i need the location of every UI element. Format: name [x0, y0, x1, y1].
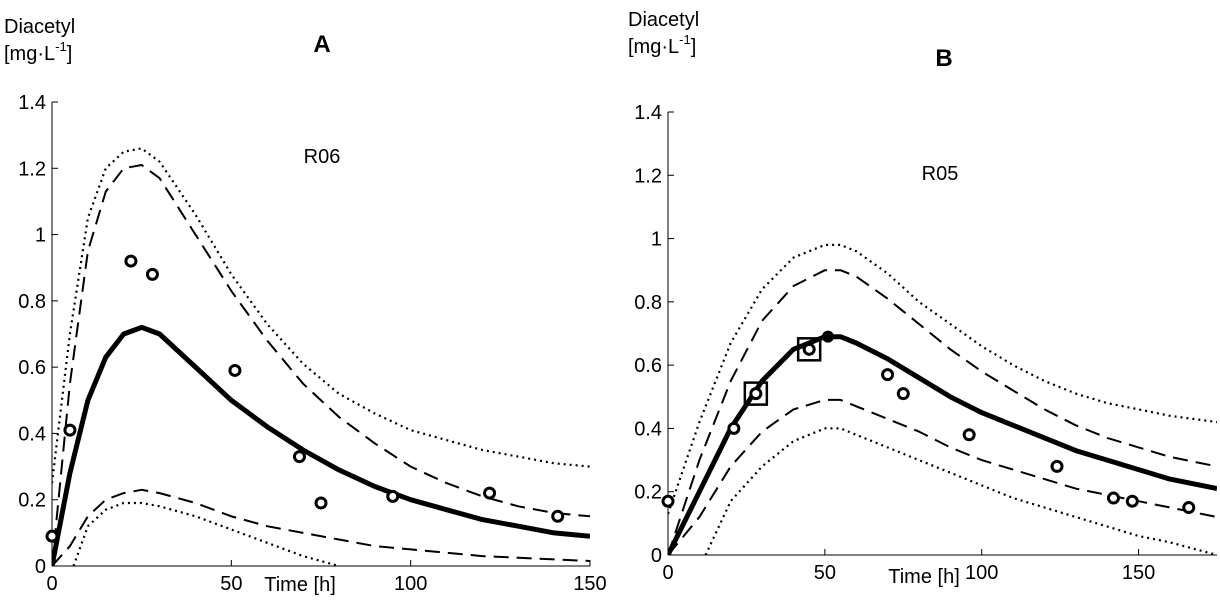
- panel-b-x-tick-label: 150: [1122, 562, 1155, 584]
- panel-a-y-tick-label: 0.2: [18, 490, 46, 512]
- panel-a-data-point: [45, 529, 59, 543]
- panel-a-x-tick-label: 0: [46, 573, 57, 595]
- panel-b-highlight-square: [796, 337, 822, 362]
- panel-b-y-tick-label: 0.8: [634, 292, 662, 314]
- panel-b-dotted-curve: [668, 243, 1217, 515]
- panel-b-y-tick-label: 1.4: [634, 102, 662, 124]
- panel-b-data-point: [1106, 491, 1120, 505]
- panel-a-plot-area: 0 0.2 0.4 0.6 0.8 1 1.2 1.4 0 50 100 150: [18, 92, 607, 595]
- panel-a-xlabel: Time [h]: [264, 574, 336, 596]
- panel-b-ylabel-close: ]: [691, 36, 697, 58]
- panel-a-y-tick-label: 1.2: [18, 158, 46, 180]
- panel-a-data-point: [314, 496, 328, 510]
- panel-a-dotted-curve: [52, 147, 590, 484]
- panel-a-x-tick-label: 50: [220, 573, 242, 595]
- panel-a: Diacetyl [mg·L-1] A R06 Time [h] 0 0.2 0.4…: [4, 16, 607, 596]
- panel-a-y-tick-label: 0.8: [18, 291, 46, 313]
- panel-a-y-tick-label: 1: [35, 225, 46, 247]
- panel-a-y-tick-label: 0.6: [18, 357, 46, 379]
- panel-b-data-point: [1050, 459, 1064, 473]
- panel-a-ylabel-line2: [mg·L-1]: [4, 39, 72, 65]
- panel-b-x-tick-label: 50: [814, 562, 836, 584]
- panel-a-dashed-curve: [52, 164, 590, 566]
- panel-b-ylabel-unit: [mg·L: [628, 36, 679, 58]
- panel-a-ylabel-close: ]: [67, 43, 73, 65]
- panel-b-data-point: [1182, 501, 1196, 515]
- panel-b-solid-curve: [668, 334, 1217, 555]
- panel-b-letter: B: [935, 45, 952, 72]
- panel-a-y-tick-label: 0: [35, 556, 46, 578]
- panel-b-run-label: R05: [922, 163, 959, 185]
- panel-b-x-tick-label: 0: [662, 562, 673, 584]
- panel-a-ylabel-unit: [mg·L: [4, 43, 55, 65]
- panel-b-data-point: [896, 387, 910, 401]
- panel-b-dotted-curve: [704, 427, 1217, 555]
- panel-a-data-point: [551, 509, 565, 523]
- panel-b-ylabel-exp: -1: [679, 32, 691, 47]
- panel-a-y-tick-label: 1.4: [18, 92, 46, 114]
- panel-a-solid-curve: [52, 324, 590, 566]
- panel-b-y-tick-label: 0.2: [634, 482, 662, 504]
- panel-b-plot-area: 0 0.2 0.4 0.6 0.8 1 1.2 1.4 0 50 100 150: [634, 102, 1217, 584]
- panel-a-run-label: R06: [304, 146, 341, 168]
- panel-b-x-tick-label: 100: [965, 562, 998, 584]
- panel-a-data-point: [145, 267, 159, 281]
- panel-a-dashed-curve: [52, 488, 590, 566]
- panel-a-data-point: [483, 486, 497, 500]
- panel-a-dotted-curve: [72, 501, 340, 566]
- panel-b: Diacetyl [mg·L-1] B R05 Time [h] 0 0.2 0.4…: [628, 9, 1217, 588]
- panel-a-x-tick-label: 100: [394, 573, 427, 595]
- panel-b-y-tick-label: 1.2: [634, 165, 662, 187]
- panel-b-dashed-curve: [668, 398, 1217, 555]
- panel-b-data-point: [802, 342, 816, 356]
- panel-b-y-tick-label: 1: [651, 229, 662, 251]
- panel-b-y-tick-label: 0.4: [634, 418, 662, 440]
- panel-b-data-point: [661, 494, 675, 508]
- panel-a-x-tick-label: 150: [573, 573, 606, 595]
- panel-a-data-point: [228, 363, 242, 377]
- panel-a-y-tick-label: 0.4: [18, 423, 46, 445]
- panel-a-data-point: [386, 489, 400, 503]
- panel-b-y-tick-label: 0.6: [634, 355, 662, 377]
- panel-b-highlight-square: [743, 381, 769, 406]
- panel-b-xlabel: Time [h]: [888, 566, 960, 588]
- panel-b-dashed-curve: [668, 269, 1217, 555]
- panel-a-ylabel-exp: -1: [55, 39, 67, 54]
- panel-b-ylabel-line1: Diacetyl: [628, 9, 699, 31]
- panel-b-filled-data-point: [821, 330, 834, 343]
- panel-b-ylabel-line2: [mg·L-1]: [628, 32, 696, 58]
- panel-b-y-tick-label: 0: [651, 545, 662, 567]
- panel-b-data-point: [749, 387, 763, 401]
- panel-b-data-point: [727, 421, 741, 435]
- panel-a-data-point: [292, 450, 306, 464]
- panel-a-data-point: [124, 254, 138, 268]
- panel-a-ylabel-line1: Diacetyl: [4, 16, 75, 38]
- panel-a-letter: A: [313, 31, 330, 58]
- panel-b-data-point: [1125, 494, 1139, 508]
- panel-b-data-point: [962, 428, 976, 442]
- panel-b-data-point: [881, 368, 895, 382]
- panel-a-data-point: [63, 423, 77, 437]
